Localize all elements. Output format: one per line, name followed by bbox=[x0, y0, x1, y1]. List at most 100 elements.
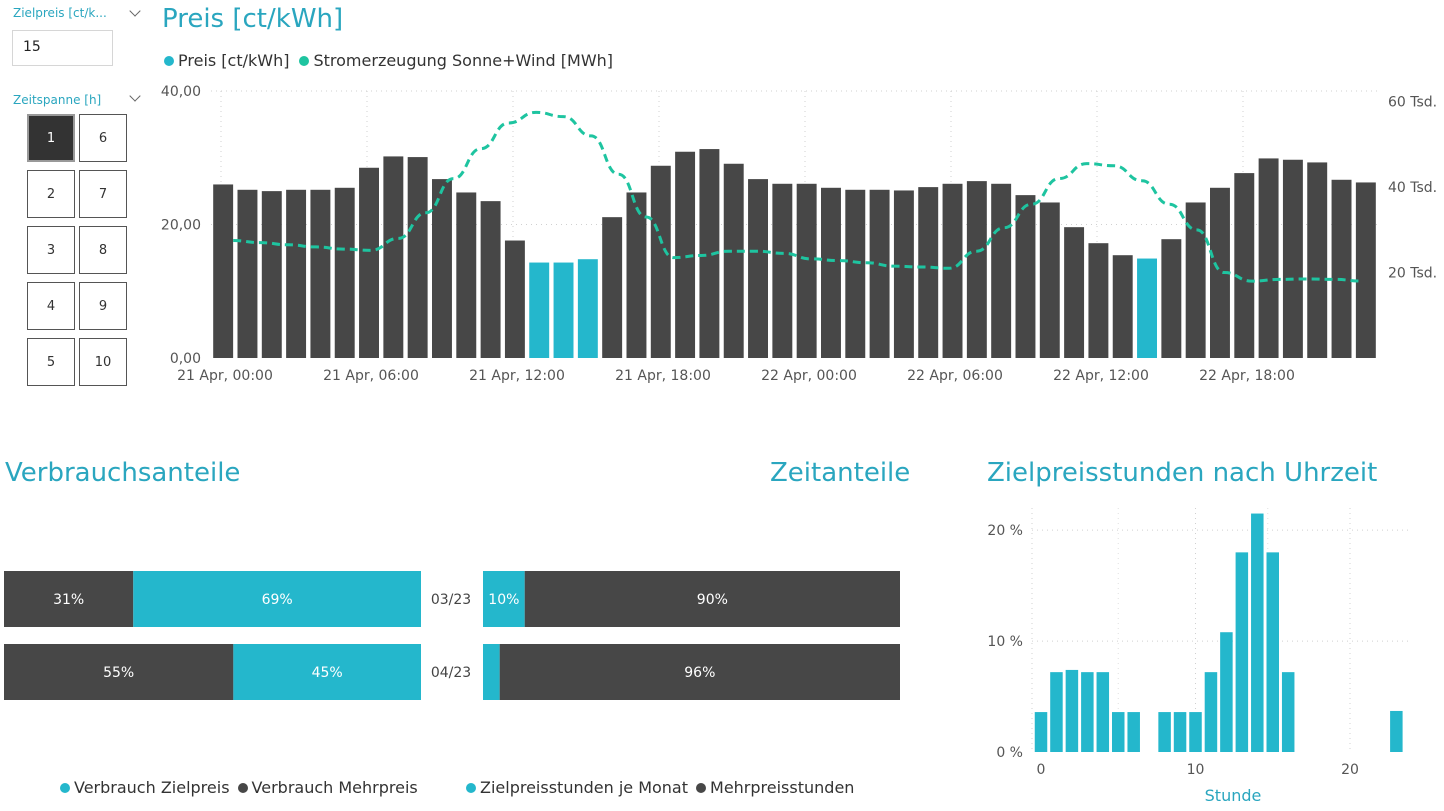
price-bar[interactable] bbox=[966, 181, 987, 358]
y2-tick-label: 40 Tsd. bbox=[1388, 180, 1437, 196]
zeitspanne-option-4[interactable]: 4 bbox=[27, 282, 75, 330]
price-bar[interactable] bbox=[893, 190, 914, 358]
zeitspanne-option-1[interactable]: 1 bbox=[27, 114, 75, 162]
generation-line[interactable] bbox=[233, 110, 1363, 283]
zielpreis-input[interactable]: 15 bbox=[12, 30, 113, 66]
hour-bar[interactable] bbox=[1204, 672, 1218, 752]
price-bar[interactable] bbox=[1088, 243, 1109, 358]
zeitspanne-option-10[interactable]: 10 bbox=[79, 338, 127, 386]
price-bar[interactable] bbox=[1210, 187, 1230, 358]
price-bar[interactable] bbox=[1234, 173, 1255, 358]
legend-item-preis[interactable]: Preis [ct/kWh] bbox=[164, 51, 289, 70]
hour-bar[interactable] bbox=[1251, 513, 1264, 752]
price-bar[interactable] bbox=[869, 189, 890, 358]
hour-bar[interactable] bbox=[1220, 632, 1233, 752]
price-bar[interactable] bbox=[918, 187, 939, 358]
price-bar[interactable] bbox=[407, 157, 428, 358]
zeitspanne-option-3[interactable]: 3 bbox=[27, 226, 75, 274]
price-bar[interactable] bbox=[1137, 258, 1157, 358]
price-bar[interactable] bbox=[310, 189, 331, 358]
price-bar[interactable] bbox=[359, 167, 379, 358]
hour-bar[interactable] bbox=[1173, 712, 1187, 752]
price-bar[interactable] bbox=[1185, 202, 1206, 358]
price-bar[interactable] bbox=[529, 262, 550, 358]
price-bar[interactable] bbox=[650, 165, 671, 358]
price-bar[interactable] bbox=[699, 149, 720, 358]
hour-bar[interactable] bbox=[1050, 672, 1063, 752]
price-bar[interactable] bbox=[480, 201, 501, 358]
price-bar[interactable] bbox=[334, 187, 355, 358]
price-bar[interactable] bbox=[723, 163, 744, 358]
legend-item-zielpreisstunden[interactable]: Zielpreisstunden je Monat bbox=[466, 778, 688, 797]
price-bar[interactable] bbox=[1307, 162, 1328, 358]
zielpreisstunden-bar[interactable] bbox=[483, 644, 500, 700]
price-bar[interactable] bbox=[553, 262, 574, 358]
price-bar[interactable] bbox=[942, 183, 963, 358]
x-tick-label: 22 Apr, 06:00 bbox=[907, 368, 1003, 384]
legend-item-verbrauch-zielpreis[interactable]: Verbrauch Zielpreis bbox=[60, 778, 230, 797]
y2-tick-label: 20 Tsd. bbox=[1388, 266, 1437, 282]
price-bar[interactable] bbox=[577, 259, 598, 358]
hour-bar[interactable] bbox=[1235, 552, 1249, 752]
legend-item-mehrpreisstunden[interactable]: Mehrpreisstunden bbox=[696, 778, 854, 797]
price-bar[interactable] bbox=[1331, 179, 1352, 358]
price-bar[interactable] bbox=[261, 191, 282, 358]
price-bar[interactable] bbox=[504, 240, 525, 358]
verbrauch-mehrpreis-bar[interactable] bbox=[4, 644, 234, 700]
legend-item-verbrauch-mehrpreis[interactable]: Verbrauch Mehrpreis bbox=[237, 778, 418, 797]
price-bar[interactable] bbox=[796, 183, 817, 358]
hour-bar[interactable] bbox=[1065, 669, 1079, 752]
x-tick-label: 21 Apr, 12:00 bbox=[469, 368, 565, 384]
hour-bar[interactable] bbox=[1096, 672, 1110, 752]
price-bar[interactable] bbox=[1258, 158, 1279, 358]
price-bar[interactable] bbox=[432, 179, 452, 358]
zeitspanne-option-7[interactable]: 7 bbox=[79, 170, 127, 218]
price-bar[interactable] bbox=[213, 184, 234, 358]
price-bar[interactable] bbox=[821, 187, 841, 358]
hour-bar[interactable] bbox=[1112, 712, 1125, 752]
price-bar[interactable] bbox=[383, 156, 404, 358]
price-bar[interactable] bbox=[845, 189, 866, 358]
x-tick-label: 21 Apr, 18:00 bbox=[615, 368, 711, 384]
price-bar[interactable] bbox=[1161, 239, 1182, 358]
price-bar[interactable] bbox=[237, 189, 258, 358]
price-bar[interactable] bbox=[1064, 227, 1085, 358]
hour-bar[interactable] bbox=[1390, 710, 1403, 752]
zeitspanne-option-6[interactable]: 6 bbox=[79, 114, 127, 162]
verbrauch-mehrpreis-bar[interactable] bbox=[4, 571, 134, 627]
zielpreisstunden-bar[interactable] bbox=[483, 571, 525, 627]
price-bar[interactable] bbox=[991, 183, 1012, 358]
hour-bar[interactable] bbox=[1034, 712, 1048, 752]
hour-bar[interactable] bbox=[1081, 672, 1094, 752]
y-tick-label: 20,00 bbox=[161, 218, 201, 234]
hour-bar[interactable] bbox=[1158, 712, 1171, 752]
hour-bar[interactable] bbox=[1266, 552, 1280, 752]
price-bar[interactable] bbox=[772, 183, 793, 358]
price-bar[interactable] bbox=[456, 192, 477, 358]
price-bar[interactable] bbox=[748, 179, 768, 358]
price-bar[interactable] bbox=[1282, 159, 1303, 358]
price-bar[interactable] bbox=[602, 217, 623, 358]
price-bar[interactable] bbox=[286, 189, 307, 358]
bar-label: 45% bbox=[312, 665, 343, 681]
price-bar[interactable] bbox=[1355, 182, 1376, 358]
zeitspanne-option-8[interactable]: 8 bbox=[79, 226, 127, 274]
zeitspanne-option-5[interactable]: 5 bbox=[27, 338, 75, 386]
zeitspanne-option-2[interactable]: 2 bbox=[27, 170, 75, 218]
hour-bar[interactable] bbox=[1189, 712, 1202, 752]
price-bar[interactable] bbox=[1015, 195, 1036, 358]
price-bar[interactable] bbox=[675, 151, 696, 358]
y-tick-label: 20 % bbox=[987, 523, 1023, 539]
price-bar[interactable] bbox=[1112, 255, 1133, 358]
price-bar[interactable] bbox=[626, 192, 647, 358]
zeitspanne-option-9[interactable]: 9 bbox=[79, 282, 127, 330]
hour-bar[interactable] bbox=[1281, 672, 1295, 752]
price-bar[interactable] bbox=[1039, 202, 1060, 358]
legend-item-stromerzeugung[interactable]: Stromerzeugung Sonne+Wind [MWh] bbox=[299, 51, 613, 70]
verbrauch-zielpreis-bar[interactable] bbox=[233, 644, 421, 700]
verbrauch-zielpreis-bar[interactable] bbox=[133, 571, 421, 627]
mehrpreisstunden-bar[interactable] bbox=[524, 571, 900, 627]
hour-bar[interactable] bbox=[1127, 712, 1140, 752]
mehrpreisstunden-bar[interactable] bbox=[499, 644, 900, 700]
hour-histogram: 0 % 10 % 20 % 0 10 20 Stunde bbox=[987, 508, 1410, 805]
